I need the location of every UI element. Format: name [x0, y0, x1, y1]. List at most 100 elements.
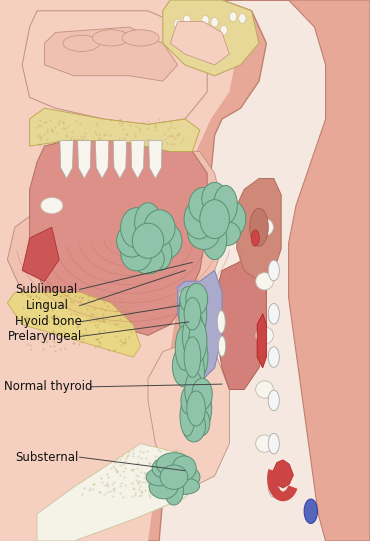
Ellipse shape: [132, 244, 164, 274]
Ellipse shape: [194, 338, 208, 376]
Polygon shape: [0, 0, 237, 541]
Ellipse shape: [177, 467, 200, 487]
Ellipse shape: [192, 378, 212, 410]
Ellipse shape: [229, 12, 237, 22]
Ellipse shape: [304, 499, 317, 523]
Ellipse shape: [268, 390, 279, 411]
Polygon shape: [22, 227, 59, 281]
Polygon shape: [170, 22, 229, 65]
Text: Lingual: Lingual: [26, 299, 69, 312]
Ellipse shape: [189, 187, 219, 222]
Ellipse shape: [144, 210, 175, 246]
Ellipse shape: [178, 289, 195, 301]
Polygon shape: [44, 27, 178, 81]
Polygon shape: [163, 0, 259, 76]
Ellipse shape: [147, 237, 172, 270]
Ellipse shape: [41, 197, 63, 214]
Ellipse shape: [268, 433, 279, 454]
Polygon shape: [7, 292, 141, 357]
Ellipse shape: [172, 456, 196, 480]
Polygon shape: [37, 444, 200, 541]
Polygon shape: [149, 141, 162, 179]
Ellipse shape: [251, 230, 259, 246]
Ellipse shape: [185, 372, 203, 410]
Ellipse shape: [202, 15, 209, 25]
Ellipse shape: [191, 312, 203, 345]
Ellipse shape: [132, 223, 164, 259]
Ellipse shape: [220, 25, 228, 35]
Polygon shape: [148, 341, 229, 487]
Polygon shape: [215, 260, 266, 390]
Ellipse shape: [146, 469, 173, 486]
Ellipse shape: [184, 337, 201, 378]
Ellipse shape: [195, 294, 207, 333]
Ellipse shape: [268, 260, 279, 281]
Polygon shape: [178, 270, 222, 379]
Ellipse shape: [186, 359, 195, 396]
Ellipse shape: [192, 30, 200, 39]
Ellipse shape: [92, 30, 130, 46]
Ellipse shape: [268, 304, 279, 324]
Text: Substernal: Substernal: [15, 451, 78, 464]
Text: Hyoid bone: Hyoid bone: [15, 315, 82, 328]
Ellipse shape: [179, 294, 189, 334]
Ellipse shape: [268, 477, 279, 497]
Ellipse shape: [239, 14, 246, 23]
Polygon shape: [257, 314, 266, 368]
Ellipse shape: [188, 217, 220, 249]
Ellipse shape: [152, 458, 175, 478]
Ellipse shape: [164, 474, 184, 505]
Ellipse shape: [63, 35, 100, 51]
Polygon shape: [237, 179, 281, 281]
Ellipse shape: [184, 298, 201, 330]
Polygon shape: [22, 11, 207, 124]
Text: Normal thyroid: Normal thyroid: [4, 380, 92, 393]
Ellipse shape: [189, 319, 207, 362]
Text: Sublingual: Sublingual: [15, 283, 77, 296]
Ellipse shape: [122, 30, 159, 46]
Ellipse shape: [256, 273, 273, 290]
Polygon shape: [0, 0, 266, 541]
Ellipse shape: [174, 19, 181, 29]
Polygon shape: [30, 108, 200, 151]
Ellipse shape: [186, 283, 208, 315]
Ellipse shape: [117, 225, 147, 257]
Ellipse shape: [182, 316, 199, 357]
Polygon shape: [78, 141, 91, 179]
Ellipse shape: [180, 312, 196, 345]
Ellipse shape: [149, 473, 178, 499]
Ellipse shape: [183, 15, 191, 25]
Ellipse shape: [184, 199, 214, 239]
Ellipse shape: [181, 387, 194, 414]
Ellipse shape: [211, 17, 218, 27]
Ellipse shape: [202, 219, 227, 260]
Polygon shape: [113, 141, 127, 179]
Ellipse shape: [187, 391, 205, 426]
Ellipse shape: [175, 326, 194, 370]
Ellipse shape: [191, 352, 205, 395]
Ellipse shape: [211, 221, 240, 246]
Text: ˌˈˈˌˌˈˌˈˌˈˌˈˌ: ˌˈˈˌˌˈˌˈˌˈˌˈˌ: [70, 135, 88, 141]
Polygon shape: [7, 206, 81, 303]
Ellipse shape: [256, 327, 273, 344]
Ellipse shape: [200, 392, 212, 425]
Ellipse shape: [121, 208, 152, 248]
Ellipse shape: [182, 411, 205, 442]
Ellipse shape: [213, 186, 237, 224]
Ellipse shape: [256, 219, 273, 236]
Polygon shape: [30, 141, 207, 335]
Ellipse shape: [256, 381, 273, 398]
Polygon shape: [222, 0, 370, 541]
Ellipse shape: [160, 465, 188, 489]
Ellipse shape: [218, 336, 226, 357]
Ellipse shape: [157, 453, 191, 476]
Ellipse shape: [202, 182, 227, 215]
Polygon shape: [131, 141, 144, 179]
Ellipse shape: [256, 435, 273, 452]
Ellipse shape: [180, 287, 196, 312]
Polygon shape: [204, 0, 370, 541]
Ellipse shape: [268, 347, 279, 367]
Polygon shape: [170, 151, 222, 281]
Ellipse shape: [135, 203, 161, 242]
Ellipse shape: [169, 478, 199, 494]
